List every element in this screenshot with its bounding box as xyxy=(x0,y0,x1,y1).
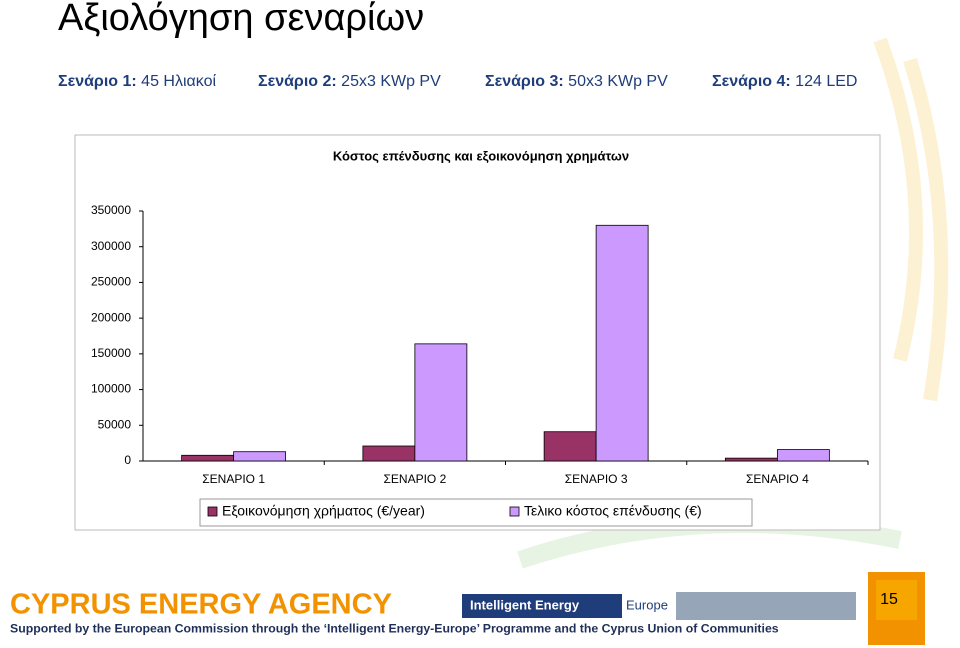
bar xyxy=(362,445,416,462)
scenario: Σενάριο 1: 45 Ηλιακοί xyxy=(58,73,216,90)
program-name: Intelligent Energy xyxy=(470,597,580,612)
bar xyxy=(233,451,287,462)
scenario-label: Σενάριο 1: xyxy=(58,73,137,90)
support-text: Supported by the European Commission thr… xyxy=(10,621,779,635)
bar xyxy=(181,454,235,462)
bar xyxy=(414,343,468,462)
scenario-label: Σενάριο 3: xyxy=(485,73,564,90)
bar xyxy=(724,457,778,462)
page-number: 15 xyxy=(880,591,898,608)
scenario: Σενάριο 4: 124 LED xyxy=(712,73,857,90)
scenario: Σενάριο 2: 25x3 KWp PV xyxy=(258,73,441,90)
x-tick-label: ΣΕΝΑΡΙΟ 3 xyxy=(565,472,628,486)
scenario-text: 124 LED xyxy=(795,73,857,90)
decoration xyxy=(873,37,949,402)
scenario-text: 50x3 KWp PV xyxy=(568,73,668,90)
y-tick-label: 250000 xyxy=(91,275,131,289)
scenario-text: 45 Ηλιακοί xyxy=(141,73,216,90)
y-tick-label: 350000 xyxy=(91,203,131,217)
y-tick-label: 0 xyxy=(124,453,131,467)
footer: CYPRUS ENERGY AGENCY Intelligent Energy … xyxy=(10,572,925,645)
y-tick-label: 150000 xyxy=(91,346,131,360)
y-tick-label: 200000 xyxy=(91,310,131,324)
chart: 0 50000 100000 150000 200000 250000 300000 3500… xyxy=(91,203,869,527)
y-tick-label: 50000 xyxy=(98,417,132,431)
agency-name: CYPRUS ENERGY AGENCY xyxy=(10,589,392,621)
x-tick-label: ΣΕΝΑΡΙΟ 4 xyxy=(746,472,809,486)
chart-frame xyxy=(74,134,881,531)
scenario: Σενάριο 3: 50x3 KWp PV xyxy=(485,73,668,90)
chart-title: Κόστος επένδυσης και εξοικονόμηση χρημάτ… xyxy=(333,148,629,163)
program-region: Europe xyxy=(626,597,668,612)
y-tick-label: 100000 xyxy=(91,382,131,396)
bar xyxy=(543,431,597,462)
bar xyxy=(776,449,830,462)
scenario-label: Σενάριο 2: xyxy=(258,73,337,90)
legend-swatch xyxy=(509,506,520,517)
x-tick-label: ΣΕΝΑΡΙΟ 1 xyxy=(202,472,265,486)
scenario-text: 25x3 KWp PV xyxy=(341,73,441,90)
legend-label: Τελικο κόστος επένδυσης (€) xyxy=(524,503,702,519)
legend-frame xyxy=(199,498,753,527)
photo-strip xyxy=(676,592,856,620)
legend-label: Εξοικονόμηση χρήματος (€/year) xyxy=(222,503,425,519)
x-tick-label: ΣΕΝΑΡΙΟ 2 xyxy=(383,472,446,486)
page-badge-inner xyxy=(876,580,917,620)
y-tick-label: 300000 xyxy=(91,239,131,253)
program-badge xyxy=(462,594,622,618)
scenario-line: Σενάριο 1: 45 Ηλιακοί Σενάριο 2: 25x3 KWp… xyxy=(58,73,857,90)
slide-title: Αξιολόγηση σεναρίων xyxy=(58,0,424,39)
scenario-label: Σενάριο 4: xyxy=(712,73,791,90)
bar xyxy=(595,224,649,462)
legend-swatch xyxy=(207,506,218,517)
